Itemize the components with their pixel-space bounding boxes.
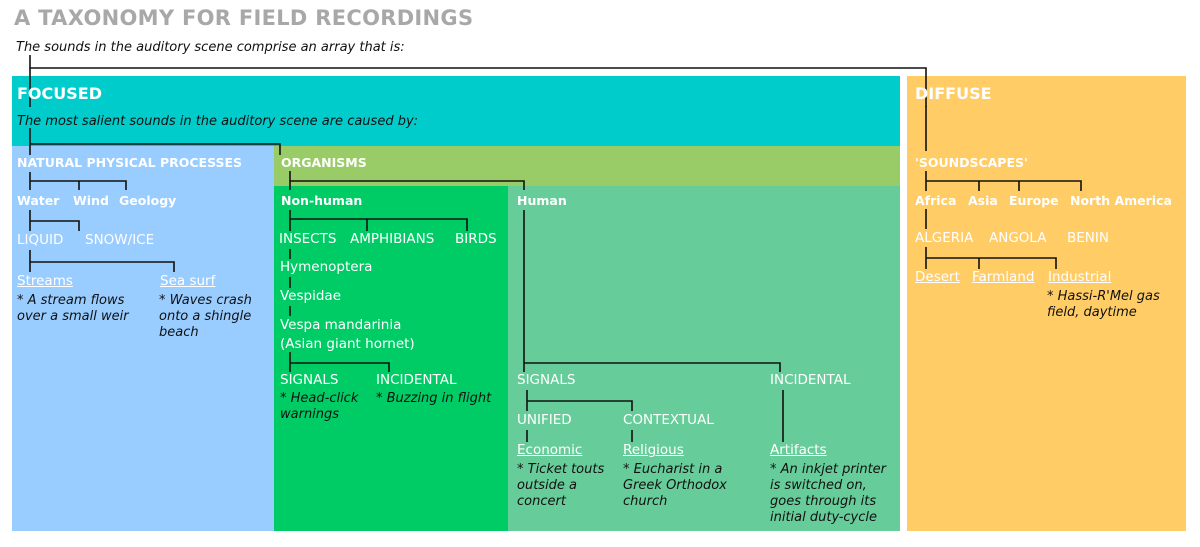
organisms-label: ORGANISMS <box>281 155 367 170</box>
note-inkjet-printer: * An inkjet printer is switched on, goes… <box>770 462 887 525</box>
human-incidental: INCIDENTAL <box>770 372 851 388</box>
country-benin: BENIN <box>1067 230 1109 246</box>
note-head-click: * Head-click warnings <box>280 391 359 422</box>
taxon-vespa-mandarinia: Vespa mandarinia <box>280 317 402 333</box>
note-buzzing: * Buzzing in flight <box>376 391 492 406</box>
page-title: A TAXONOMY FOR FIELD RECORDINGS <box>14 6 474 30</box>
example-farmland[interactable]: Farmland <box>972 269 1035 285</box>
nonhuman-region <box>274 186 508 531</box>
country-algeria: ALGERIA <box>915 230 974 246</box>
organisms-region <box>274 146 900 186</box>
continent-europe: Europe <box>1009 193 1059 208</box>
natural-item-water: Water <box>17 193 60 208</box>
note-eucharist: * Eucharist in a Greek Orthodox church <box>623 462 727 509</box>
example-economic[interactable]: Economic <box>517 442 583 458</box>
nonhuman-label: Non-human <box>281 193 363 208</box>
human-unified: UNIFIED <box>517 412 572 428</box>
human-label: Human <box>517 193 567 208</box>
country-angola: ANGOLA <box>989 230 1047 246</box>
example-sea-surf[interactable]: Sea surf <box>160 273 216 289</box>
natural-state-snow-ice: SNOW/ICE <box>85 232 155 248</box>
human-contextual: CONTEXTUAL <box>623 412 714 428</box>
continent-north-america: North America <box>1070 193 1172 208</box>
note-sea-surf: * Waves crash onto a shingle beach <box>159 293 252 340</box>
continent-africa: Africa <box>915 193 957 208</box>
taxon-hymenoptera: Hymenoptera <box>280 259 373 275</box>
diffuse-region <box>907 76 1186 531</box>
natural-region <box>12 146 274 531</box>
diffuse-label: DIFFUSE <box>915 84 992 103</box>
taxon-vespidae: Vespidae <box>280 288 341 304</box>
natural-item-wind: Wind <box>73 193 109 208</box>
class-birds: BIRDS <box>455 231 497 247</box>
natural-item-geology: Geology <box>119 193 177 208</box>
example-artifacts[interactable]: Artifacts <box>770 442 827 458</box>
class-insects: INSECTS <box>279 231 337 247</box>
nonhuman-signals: SIGNALS <box>280 372 339 388</box>
taxon-common-name: (Asian giant hornet) <box>280 336 415 352</box>
example-streams[interactable]: Streams <box>17 273 73 289</box>
class-amphibians: AMPHIBIANS <box>350 231 435 247</box>
note-streams: * A stream flows over a small weir <box>17 293 129 324</box>
natural-state-liquid: LIQUID <box>17 232 64 248</box>
example-religious[interactable]: Religious <box>623 442 684 458</box>
page-subtitle: The sounds in the auditory scene compris… <box>16 40 405 55</box>
focused-label: FOCUSED <box>17 84 102 103</box>
example-desert[interactable]: Desert <box>915 269 960 285</box>
soundscapes-label: 'SOUNDSCAPES' <box>915 155 1028 170</box>
nonhuman-incidental: INCIDENTAL <box>376 372 457 388</box>
focused-prompt: The most salient sounds in the auditory … <box>17 114 419 129</box>
continent-asia: Asia <box>968 193 998 208</box>
human-region <box>508 186 900 531</box>
example-industrial[interactable]: Industrial <box>1048 269 1112 285</box>
note-ticket-touts: * Ticket touts outside a concert <box>517 462 605 509</box>
focused-region <box>12 76 900 146</box>
note-hassi-rmel: * Hassi-R'Mel gas field, daytime <box>1047 289 1160 320</box>
human-signals: SIGNALS <box>517 372 576 388</box>
natural-label: NATURAL PHYSICAL PROCESSES <box>17 155 243 170</box>
